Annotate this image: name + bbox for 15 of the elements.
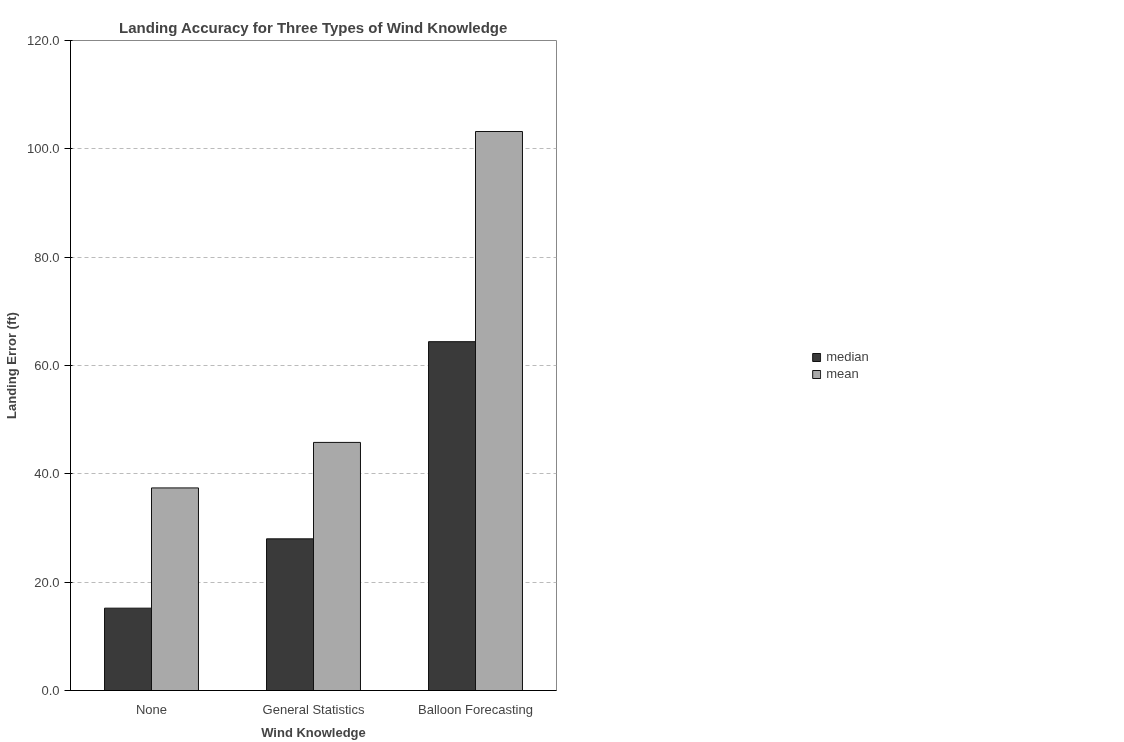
y-tick-label: 120.0 xyxy=(26,33,60,48)
y-tick-label: 0.0 xyxy=(41,683,60,698)
y-tick-label: 40.0 xyxy=(34,466,60,482)
y-axis-title: Landing Error (ft) xyxy=(3,312,19,419)
y-tick-label: 100.0 xyxy=(26,141,60,157)
x-tick-label: Balloon Forecasting xyxy=(418,701,533,717)
x-tick-label: General Statistics xyxy=(262,701,365,717)
x-tick-label: None xyxy=(135,701,168,717)
chart-title: Landing Accuracy for Three Types of Wind Knowledge xyxy=(119,18,508,36)
legend-label: mean xyxy=(826,366,859,381)
y-tick-label: 20.0 xyxy=(34,574,60,590)
x-axis-title: Wind Knowledge xyxy=(261,724,366,740)
legend-label: median xyxy=(826,349,869,364)
y-tick-label: 80.0 xyxy=(34,249,60,265)
y-tick-label: 60.0 xyxy=(34,358,60,373)
